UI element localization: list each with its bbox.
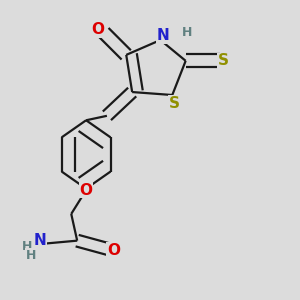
Text: N: N <box>34 233 46 248</box>
Text: S: S <box>218 53 229 68</box>
Text: O: O <box>80 183 93 198</box>
Text: H: H <box>26 249 36 262</box>
Text: S: S <box>169 95 180 110</box>
Text: H: H <box>182 26 192 39</box>
Text: H: H <box>22 240 32 253</box>
Text: N: N <box>157 28 170 43</box>
Text: O: O <box>92 22 104 37</box>
Text: O: O <box>107 243 120 258</box>
